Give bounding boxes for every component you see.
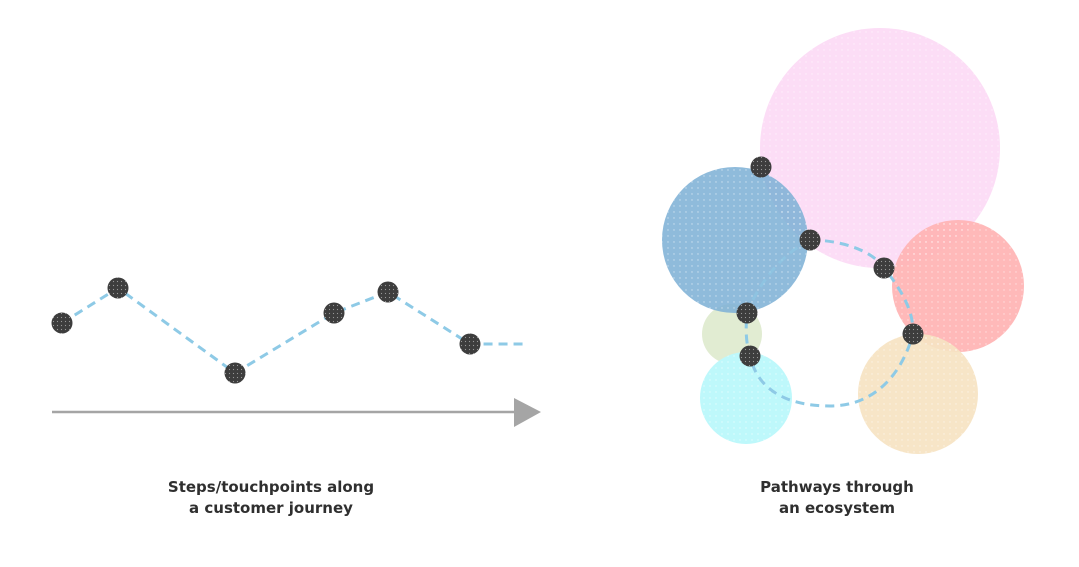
- touchpoint-node: [51, 312, 73, 334]
- journey-path: [61, 286, 528, 375]
- touchpoint-node: [459, 333, 481, 355]
- ecosystem-pathway-inner: [745, 238, 811, 314]
- touchpoint-node: [902, 323, 924, 345]
- ecosystem-diagram: [662, 28, 1024, 454]
- time-axis-arrowhead: [514, 398, 541, 427]
- ecosystem-caption-line-2: an ecosystem: [778, 499, 895, 517]
- touchpoint-node: [377, 281, 399, 303]
- journey-diagram: [51, 277, 541, 427]
- touchpoint-node: [873, 257, 895, 279]
- touchpoint-node: [323, 302, 345, 324]
- touchpoint-node: [224, 362, 246, 384]
- touchpoint-node: [799, 229, 821, 251]
- ecosystem-caption: Pathways through an ecosystem: [657, 477, 1017, 519]
- journey-caption-line-1: Steps/touchpoints along: [167, 478, 375, 496]
- touchpoint-node: [750, 156, 772, 178]
- touchpoint-node: [107, 277, 129, 299]
- time-axis-arrow: [52, 398, 541, 427]
- touchpoint-node: [739, 345, 761, 367]
- ecosystem-touchpoints: [736, 156, 924, 367]
- ecosystem-caption-line-1: Pathways through: [760, 478, 914, 496]
- journey-caption: Steps/touchpoints along a customer journ…: [91, 477, 451, 519]
- journey-caption-line-2: a customer journey: [189, 499, 353, 517]
- ecosystem-circles: [662, 28, 1024, 454]
- touchpoint-node: [736, 302, 758, 324]
- journey-touchpoints: [51, 277, 481, 384]
